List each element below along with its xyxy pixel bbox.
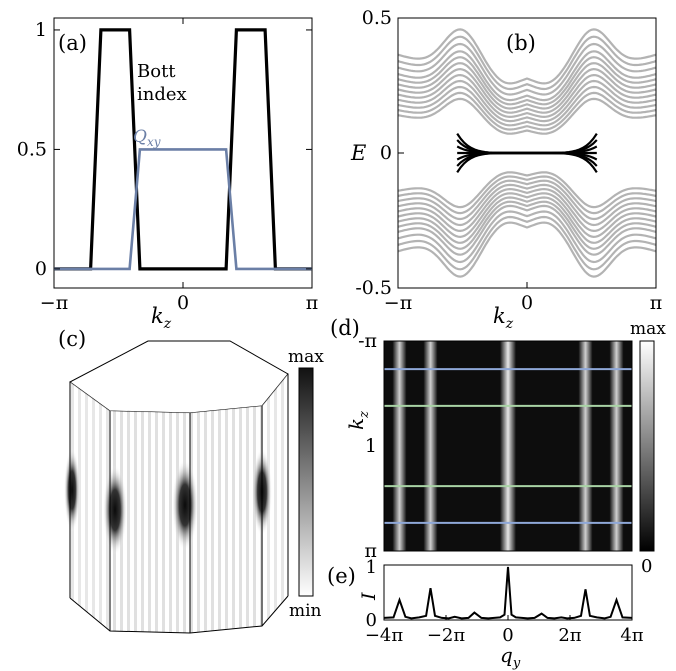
band-line: [398, 85, 656, 127]
bott-label-line2: index: [137, 84, 187, 105]
band-line: [398, 62, 656, 110]
band-line: [398, 50, 656, 102]
panel-e: −4π −2π 0 2π 4π 0 1 (e) I qy: [327, 557, 644, 671]
band-line: [398, 183, 656, 227]
y-tick-label: 0.5: [362, 7, 392, 29]
edge-state-line: [456, 132, 598, 155]
band-line: [398, 91, 656, 131]
band-line: [398, 210, 656, 264]
band-line: [398, 67, 656, 114]
band-line: [398, 187, 656, 233]
band-line: [398, 79, 656, 123]
band-line: [398, 215, 656, 271]
panel-a-xlabel: kz: [151, 304, 172, 332]
edge-state-line: [456, 151, 598, 174]
x-tick-label: 0: [502, 625, 513, 646]
panel-c-colorbar-min: min: [289, 601, 322, 621]
panel-b-xlabel: kz: [493, 304, 514, 332]
panel-c-colorbar: [298, 367, 314, 597]
band-line: [398, 42, 656, 96]
y-tick-label: 1: [35, 19, 47, 41]
band-line: [398, 196, 656, 244]
density-blob: [103, 465, 127, 555]
panel-d-ylabel: kz: [344, 411, 372, 430]
panel-b: −π 0 π -0.5 0 0.5 (b) E kz: [350, 7, 662, 332]
panel-a-label: (a): [58, 31, 87, 55]
bright-column: [392, 341, 407, 551]
panel-a: −π 0 π 0 0.5 1 (a) Bott index Qxy kz: [17, 17, 319, 332]
band-line: [398, 35, 656, 91]
prism-side: [64, 374, 289, 634]
y-tick-label: 0: [380, 142, 392, 164]
band-line: [398, 73, 656, 119]
panel-c-label: (c): [58, 327, 86, 351]
series-line-qxy: [54, 148, 312, 271]
x-tick-label: −4π: [365, 625, 404, 646]
x-tick-label: −π: [384, 292, 412, 314]
panel-e-xlabel: qy: [500, 643, 521, 671]
density-blob: [172, 459, 198, 551]
series-line-bott-index: [54, 28, 312, 271]
x-tick-label: π: [650, 292, 663, 314]
panel-d-colorbar-max: max: [630, 319, 666, 339]
x-tick-label: 4π: [620, 625, 643, 646]
panel-d-colorbar: [639, 340, 655, 552]
band-line: [398, 175, 656, 215]
y-tick-label: 0: [366, 610, 377, 631]
qxy-label: Qxy: [133, 127, 161, 149]
band-line: [398, 171, 656, 209]
y-tick-label: 1: [366, 557, 377, 578]
band-line: [398, 200, 656, 250]
band-line: [398, 192, 656, 239]
panel-b-ylabel: E: [350, 141, 366, 165]
panel-d-colorbar-zero: 0: [641, 556, 652, 577]
panel-c: (c) max min: [58, 327, 324, 634]
x-tick-label: −π: [40, 292, 68, 314]
panel-c-colorbar-max: max: [288, 347, 324, 367]
bott-label-line1: Bott: [137, 61, 176, 82]
band-line: [398, 28, 656, 85]
intensity-line: [384, 566, 632, 620]
bright-column: [609, 341, 624, 551]
panel-e-ylabel: I: [358, 592, 380, 601]
density-blob: [64, 448, 80, 532]
y-tick-label: 1: [365, 435, 377, 457]
edge-state-line: [456, 151, 598, 167]
x-tick-label: 2π: [558, 625, 581, 646]
x-tick-label: 0: [177, 292, 189, 314]
bright-column: [500, 341, 516, 551]
y-tick-label: 0: [35, 258, 47, 280]
y-tick-label: 0.5: [17, 138, 47, 160]
x-tick-label: 0: [521, 292, 533, 314]
band-line: [398, 204, 656, 256]
y-tick-label: π: [365, 540, 378, 562]
band-line: [398, 97, 656, 135]
panel-b-label: (b): [506, 31, 536, 55]
prism-top: [69, 340, 289, 414]
y-tick-label: -0.5: [355, 277, 392, 299]
panel-d: (d) -π1π kz max 0: [330, 316, 666, 577]
x-tick-label: π: [306, 292, 319, 314]
band-line: [398, 221, 656, 278]
bright-column: [423, 341, 438, 551]
panel-d-label: (d): [330, 316, 360, 340]
band-line: [398, 56, 656, 106]
bright-column: [578, 341, 593, 551]
x-tick-label: −2π: [427, 625, 466, 646]
panel-e-label: (e): [327, 564, 356, 588]
y-tick-label: -π: [358, 330, 377, 352]
band-line: [398, 179, 656, 221]
